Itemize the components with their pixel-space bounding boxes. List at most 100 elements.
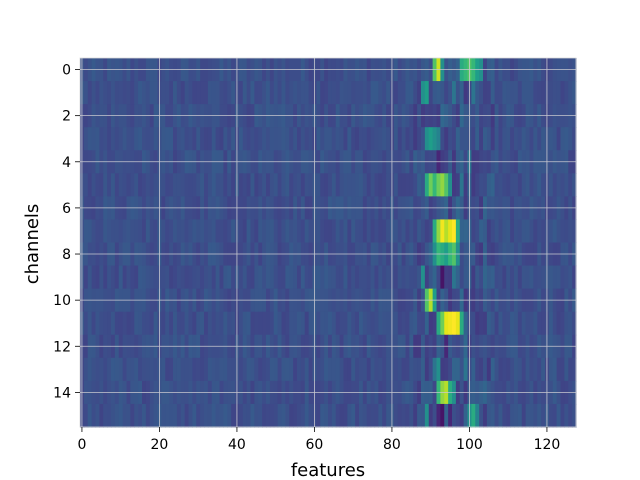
heatmap-cell: [118, 357, 124, 382]
heatmap-cell: [87, 81, 93, 105]
heatmap-cell: [118, 173, 124, 197]
heatmap-cell: [192, 219, 197, 244]
heatmap-cell: [517, 81, 523, 105]
heatmap-cell: [176, 127, 182, 151]
heatmap-cell: [382, 311, 387, 336]
heatmap-cell: [130, 127, 135, 151]
heatmap-cell: [533, 357, 538, 382]
heatmap-cell: [514, 81, 519, 105]
heatmap-cell: [289, 219, 294, 244]
heatmap-cell: [428, 265, 434, 290]
heatmap-cell: [258, 403, 263, 428]
heatmap-cell: [304, 357, 310, 382]
heatmap-cell: [335, 357, 341, 382]
heatmap-cell: [521, 403, 527, 428]
heatmap-cell: [207, 173, 213, 197]
heatmap-cell: [91, 357, 97, 382]
heatmap-cell: [246, 127, 252, 151]
heatmap-cell: [525, 357, 531, 382]
heatmap-cell: [114, 357, 120, 382]
heatmap-cell: [366, 219, 372, 244]
heatmap-cell: [297, 403, 302, 428]
heatmap-cell: [331, 219, 337, 244]
heatmap-cell: [304, 173, 310, 197]
heatmap-cell: [494, 219, 500, 244]
heatmap-cell: [347, 357, 352, 382]
heatmap-cell: [347, 219, 352, 244]
heatmap-cell: [455, 81, 461, 105]
x-tick-label: 0: [77, 437, 86, 453]
heatmap-cell: [386, 357, 391, 382]
heatmap-cell: [328, 81, 333, 105]
heatmap-cell: [281, 357, 286, 382]
heatmap-cell: [521, 219, 527, 244]
heatmap-cell: [118, 265, 124, 290]
heatmap-cell: [215, 403, 221, 428]
heatmap-cell: [355, 265, 360, 290]
heatmap-cell: [378, 403, 383, 428]
heatmap-cell: [541, 311, 546, 336]
heatmap-cell: [428, 127, 434, 151]
heatmap-cell: [351, 311, 356, 336]
heatmap-cell: [173, 127, 178, 151]
heatmap-cell: [262, 81, 267, 105]
y-tick-label: 4: [62, 155, 71, 171]
heatmap-cell: [459, 219, 465, 244]
heatmap-cell: [335, 403, 341, 428]
heatmap-cell: [471, 403, 476, 428]
heatmap-cell: [448, 127, 453, 151]
heatmap-cell: [331, 81, 337, 105]
heatmap-cell: [134, 81, 139, 105]
heatmap-cell: [537, 127, 542, 151]
heatmap-cell: [568, 219, 573, 244]
heatmap-cell: [246, 311, 252, 336]
heatmap-cell: [273, 403, 279, 428]
heatmap-cell: [552, 265, 558, 290]
heatmap-cell: [269, 403, 275, 428]
heatmap-cell: [483, 357, 488, 382]
heatmap-cell: [300, 81, 306, 105]
heatmap-cell: [548, 265, 554, 290]
heatmap-cell: [378, 357, 383, 382]
heatmap-cell: [87, 311, 93, 336]
heatmap-cell: [382, 265, 387, 290]
heatmap-cell: [316, 173, 321, 197]
heatmap-cell: [514, 311, 519, 336]
heatmap-cell: [281, 403, 286, 428]
heatmap-cell: [300, 311, 306, 336]
heatmap-cell: [215, 357, 221, 382]
heatmap-cell: [514, 357, 519, 382]
heatmap-cell: [149, 357, 155, 382]
heatmap-cell: [444, 219, 449, 244]
heatmap-cell: [83, 127, 89, 151]
heatmap-cell: [180, 173, 186, 197]
heatmap-cell: [533, 127, 538, 151]
heatmap-cell: [413, 127, 418, 151]
heatmap-cell: [250, 403, 255, 428]
heatmap-cell: [393, 81, 399, 105]
heatmap-cell: [161, 127, 166, 151]
heatmap-cell: [537, 81, 542, 105]
heatmap-cell: [281, 265, 286, 290]
heatmap-cell: [91, 219, 97, 244]
heatmap-cell: [510, 173, 515, 197]
heatmap-cell: [514, 403, 519, 428]
heatmap-cell: [552, 403, 558, 428]
heatmap-cell: [184, 173, 190, 197]
heatmap-cell: [250, 219, 255, 244]
heatmap-cell: [328, 403, 333, 428]
heatmap-cell: [83, 219, 89, 244]
heatmap-cell: [417, 81, 422, 105]
heatmap-cell: [494, 311, 500, 336]
heatmap-cell: [91, 173, 97, 197]
heatmap-cell: [231, 265, 236, 290]
heatmap-cell: [149, 219, 155, 244]
heatmap-cell: [541, 265, 546, 290]
heatmap-cell: [440, 219, 445, 244]
heatmap-cell: [537, 265, 542, 290]
heatmap-cell: [483, 403, 488, 428]
heatmap-cell: [409, 127, 414, 151]
heatmap-cell: [300, 403, 306, 428]
heatmap-cell: [320, 219, 325, 244]
heatmap-cell: [99, 173, 104, 197]
